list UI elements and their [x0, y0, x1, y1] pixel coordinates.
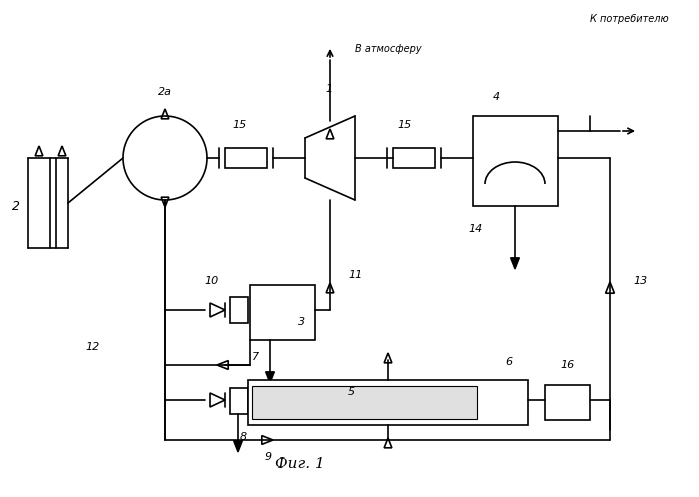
Bar — [225, 148, 267, 168]
Bar — [252, 386, 477, 419]
Text: 12: 12 — [85, 342, 99, 352]
Text: 15: 15 — [397, 120, 411, 130]
Bar — [545, 385, 590, 420]
Bar — [250, 285, 315, 340]
Text: Фиг. 1: Фиг. 1 — [275, 457, 325, 471]
Text: 7: 7 — [252, 352, 259, 362]
Bar — [230, 388, 248, 414]
Polygon shape — [266, 372, 275, 383]
Text: 3: 3 — [298, 317, 305, 327]
Text: 16: 16 — [560, 360, 575, 370]
Polygon shape — [510, 258, 519, 269]
Text: 9: 9 — [265, 452, 272, 462]
Text: 1: 1 — [325, 84, 332, 94]
Polygon shape — [233, 441, 243, 452]
Text: 4: 4 — [493, 92, 500, 102]
Text: К потребителю: К потребителю — [590, 14, 669, 24]
Bar — [393, 148, 435, 168]
Text: 8: 8 — [240, 432, 247, 442]
Text: В атмосферу: В атмосферу — [355, 44, 421, 54]
Bar — [230, 297, 248, 323]
Text: 11: 11 — [348, 270, 362, 280]
Text: 10: 10 — [204, 276, 218, 286]
Text: 14: 14 — [468, 224, 482, 234]
Text: 13: 13 — [633, 276, 647, 286]
Bar — [473, 116, 558, 206]
Text: 6: 6 — [505, 357, 512, 367]
Bar — [248, 380, 528, 425]
Text: 15: 15 — [232, 120, 246, 130]
Text: 2: 2 — [12, 200, 20, 213]
Text: 5: 5 — [348, 387, 355, 397]
Text: 2а: 2а — [158, 87, 172, 97]
